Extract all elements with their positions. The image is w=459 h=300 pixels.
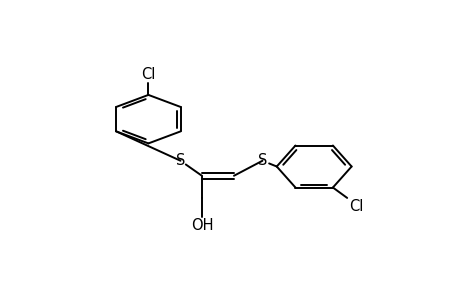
- Text: Cl: Cl: [141, 67, 155, 82]
- Text: S: S: [257, 153, 267, 168]
- Text: OH: OH: [190, 218, 213, 233]
- Text: Cl: Cl: [348, 199, 363, 214]
- Text: S: S: [175, 153, 185, 168]
